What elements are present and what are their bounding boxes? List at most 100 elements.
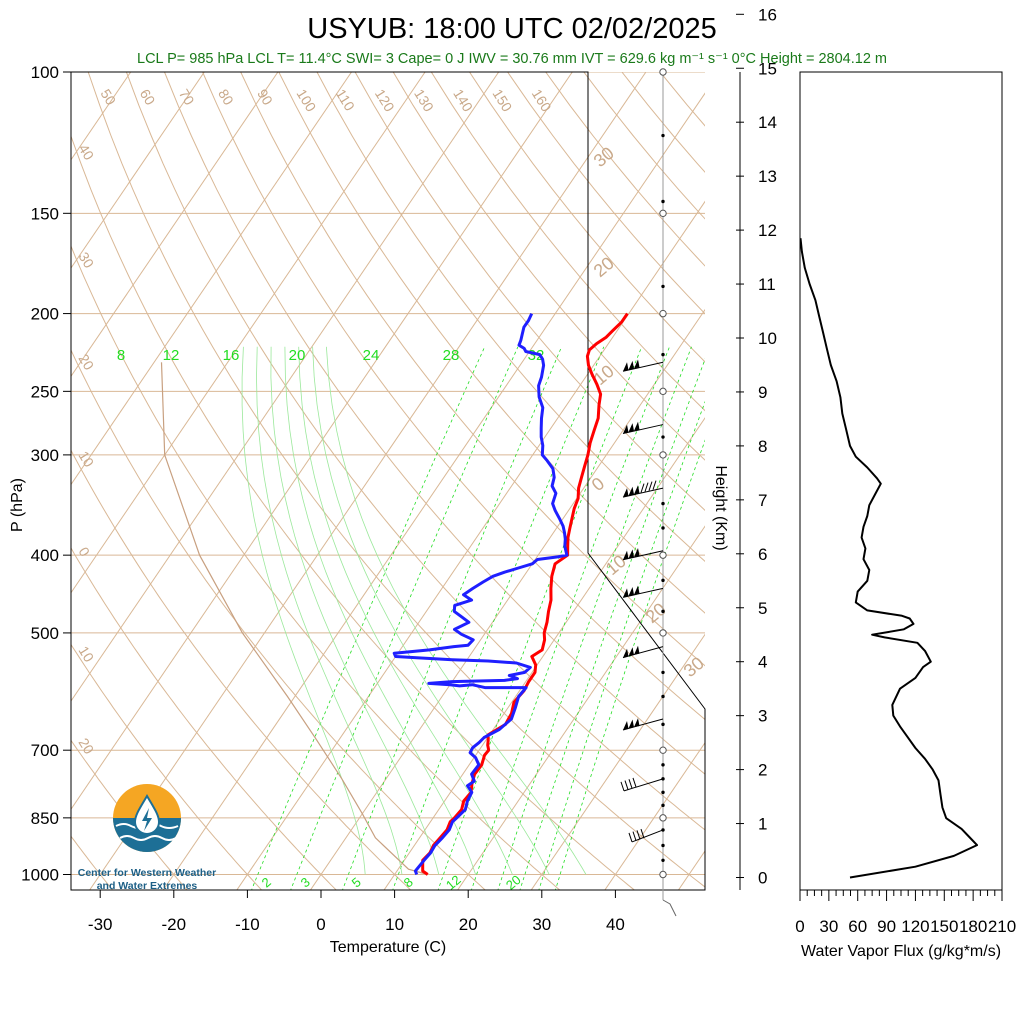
dry-adiabat-line (71, 643, 263, 890)
y-tick-label: 250 (31, 382, 59, 401)
isotherm-line (751, 72, 1024, 892)
y-tick-label: 850 (31, 809, 59, 828)
mixing-ratio-label: 2 (259, 874, 274, 890)
dry-adiabat-line (278, 72, 705, 614)
wind-feather (632, 831, 637, 841)
height-tick-label: 14 (758, 113, 777, 132)
level-dot (661, 501, 665, 506)
dry-adiabat-label: 110 (333, 86, 359, 114)
wind-feather (640, 483, 645, 493)
height-tick-label: 12 (758, 221, 777, 240)
wind-flag (623, 648, 629, 658)
isotherm-line (71, 72, 426, 594)
x-tick-label: 0 (316, 915, 325, 934)
level-dot (661, 763, 665, 767)
flux-series (799, 238, 978, 879)
wind-flag (623, 488, 629, 498)
dry-adiabat-label: 70 (176, 86, 198, 108)
background-lines (71, 72, 1024, 892)
flux-tick-label: 90 (877, 917, 896, 936)
level-marker (659, 309, 667, 318)
wind-flag (623, 720, 629, 730)
height-tick-label: 13 (758, 167, 777, 186)
wind-feather (648, 481, 653, 491)
height-tick-label: 8 (758, 437, 767, 456)
wind-barb-shaft (622, 587, 664, 598)
flux-line (799, 238, 978, 879)
isotherm-line (71, 72, 352, 486)
height-tick-label: 4 (758, 653, 767, 672)
isotherm-label: 20 (642, 599, 670, 627)
mixing-ratio-line (392, 346, 605, 890)
height-tick-label: 0 (758, 869, 767, 888)
skewt-axes: -30 -20 -10 0 10 20 30 401001502002503004005007… (9, 63, 625, 956)
wind-flag (623, 424, 629, 434)
dry-adiabat-label: 20 (75, 351, 97, 373)
flux-tick-label: 30 (819, 917, 838, 936)
dry-adiabat-line (164, 72, 705, 775)
wind-barb-shaft (623, 778, 664, 792)
level-marker (659, 629, 667, 637)
wind-flag (634, 645, 640, 655)
wind-flag (634, 421, 640, 431)
dry-adiabat-label: 50 (97, 86, 119, 108)
mixing-ratio-label: 16 (223, 347, 240, 364)
level-dot (661, 858, 665, 862)
wind-feather (644, 482, 649, 492)
height-tick-label: 6 (758, 545, 767, 564)
moist-adiabat-line (256, 346, 403, 875)
dry-adiabat-line (621, 72, 705, 173)
y-tick-label: 700 (31, 741, 59, 760)
dry-adiabat-line (87, 72, 705, 888)
y-tick-label: 500 (31, 624, 59, 643)
dry-adiabat-label: 130 (411, 86, 437, 114)
mixing-ratio-label: 32 (528, 347, 545, 364)
isotherm-label: 30 (590, 143, 618, 171)
dry-adiabat-label: 150 (489, 86, 515, 114)
moist-adiabat-line (284, 346, 476, 875)
temperature-line (421, 312, 629, 876)
mixing-ratio-label: 20 (289, 347, 306, 364)
dry-adiabat-line (583, 72, 705, 220)
x-tick-label: -20 (162, 915, 187, 934)
dry-adiabat-label: 160 (529, 86, 555, 114)
wind-flag (628, 486, 634, 496)
dry-adiabat-line (71, 244, 561, 890)
wind-flag (634, 585, 640, 595)
level-dot (661, 133, 665, 138)
wind-flag (628, 647, 634, 657)
isotherm-line (604, 741, 705, 890)
flux-tick-label: 120 (901, 917, 929, 936)
isotherm-line (71, 72, 573, 811)
dry-adiabat-label: 0 (75, 544, 93, 559)
wind-flag (628, 549, 634, 559)
isotherm-line (383, 417, 705, 890)
x-axis-label: Temperature (C) (330, 939, 446, 956)
mixing-ratio-label: 3 (298, 874, 313, 890)
mixing-ratio-label: 12 (163, 347, 180, 364)
isotherm-line (71, 72, 205, 269)
isotherm-line (89, 72, 647, 890)
level-dot (661, 609, 665, 614)
wind-feather (624, 780, 629, 790)
moist-adiabat-line (270, 346, 440, 875)
chart-title: USYUB: 18:00 UTC 02/02/2025 (307, 13, 716, 45)
level-dot (661, 578, 665, 583)
height-tick-label: 10 (758, 329, 777, 348)
logo: Center for Western Weather and Water Ext… (78, 784, 216, 892)
level-dot (661, 435, 665, 439)
height-tick-label: 11 (758, 275, 776, 294)
moist-adiabat-line (298, 346, 513, 875)
dry-adiabat-label: 100 (293, 86, 319, 114)
x-tick-label: 30 (532, 915, 551, 934)
wind-feather (632, 777, 637, 788)
mixing-ratio-line (290, 346, 519, 890)
level-dot (661, 199, 665, 204)
x-tick-label: 10 (385, 915, 404, 934)
dry-adiabat-label: 30 (75, 249, 97, 271)
wind-barb-shaft (622, 550, 664, 561)
level-marker (659, 814, 667, 822)
mixing-ratio-label: 8 (401, 874, 416, 890)
